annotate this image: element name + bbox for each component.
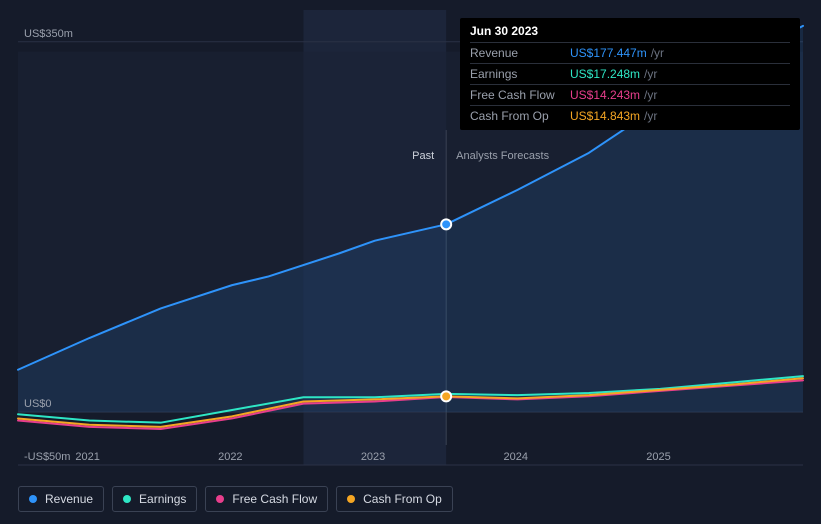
tooltip-row: RevenueUS$177.447m/yr [470,42,790,63]
y-axis-tick-label: -US$50m [24,451,70,463]
financial-forecast-chart: US$350mUS$0-US$50m 20212022202320242025 … [0,0,821,524]
past-region-label: Past [412,150,434,162]
legend-label: Earnings [139,492,186,506]
x-axis-tick-label: 2022 [218,451,242,463]
x-axis-tick-label: 2024 [504,451,528,463]
legend-dot-icon [216,495,224,503]
hover-tooltip: Jun 30 2023 RevenueUS$177.447m/yrEarning… [460,18,800,130]
tooltip-row: Free Cash FlowUS$14.243m/yr [470,84,790,105]
legend-dot-icon [123,495,131,503]
tooltip-metric-label: Cash From Op [470,109,570,123]
tooltip-date: Jun 30 2023 [470,24,790,42]
legend-item-earnings[interactable]: Earnings [112,486,197,512]
legend-item-cfo[interactable]: Cash From Op [336,486,453,512]
legend-item-fcf[interactable]: Free Cash Flow [205,486,328,512]
x-axis-tick-label: 2023 [361,451,385,463]
tooltip-metric-value: US$17.248m [570,67,640,81]
tooltip-metric-value: US$14.843m [570,109,640,123]
legend-label: Revenue [45,492,93,506]
tooltip-metric-unit: /yr [644,67,657,81]
forecast-region-label: Analysts Forecasts [456,150,549,162]
tooltip-metric-unit: /yr [651,46,664,60]
legend-dot-icon [347,495,355,503]
tooltip-metric-unit: /yr [644,109,657,123]
legend-item-revenue[interactable]: Revenue [18,486,104,512]
tooltip-row: EarningsUS$17.248m/yr [470,63,790,84]
legend-label: Free Cash Flow [232,492,317,506]
legend-dot-icon [29,495,37,503]
y-axis-tick-label: US$0 [24,398,52,410]
tooltip-row: Cash From OpUS$14.843m/yr [470,105,790,126]
x-axis-tick-label: 2025 [646,451,670,463]
tooltip-metric-label: Free Cash Flow [470,88,570,102]
tooltip-metric-unit: /yr [644,88,657,102]
tooltip-metric-label: Earnings [470,67,570,81]
y-axis-tick-label: US$350m [24,28,73,40]
tooltip-metric-label: Revenue [470,46,570,60]
legend: Revenue Earnings Free Cash Flow Cash From O… [18,486,453,512]
x-axis-tick-label: 2021 [75,451,99,463]
legend-label: Cash From Op [363,492,442,506]
tooltip-metric-value: US$177.447m [570,46,647,60]
tooltip-metric-value: US$14.243m [570,88,640,102]
